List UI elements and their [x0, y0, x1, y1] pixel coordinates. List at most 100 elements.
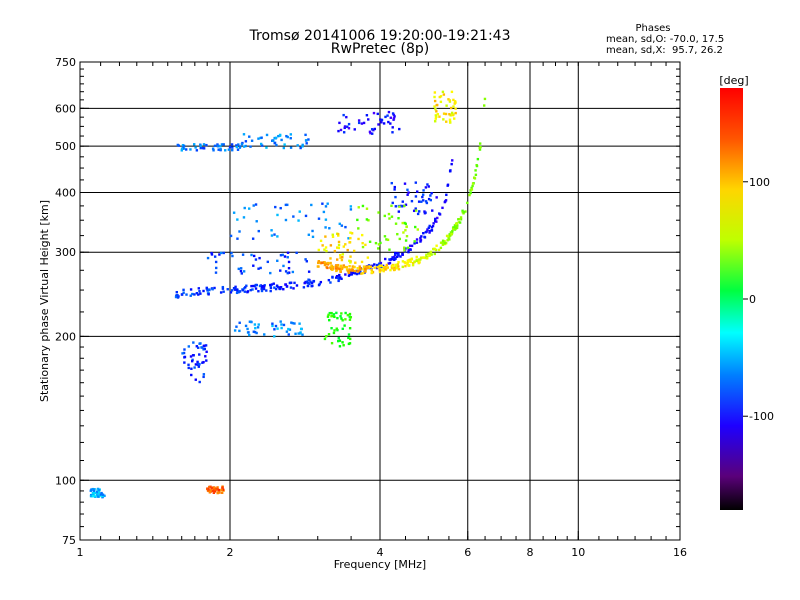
data-point: [290, 321, 293, 324]
data-point: [324, 226, 327, 229]
data-point: [428, 229, 431, 233]
data-point: [328, 311, 331, 315]
data-point: [100, 494, 103, 498]
data-point: [289, 286, 293, 289]
data-point: [350, 232, 354, 235]
data-point: [242, 133, 246, 136]
data-point: [416, 228, 420, 231]
data-point: [321, 244, 324, 247]
data-point: [192, 143, 196, 146]
data-point: [302, 286, 306, 289]
data-point: [227, 148, 231, 151]
data-point: [451, 159, 454, 162]
data-point: [339, 265, 342, 269]
data-point: [257, 290, 260, 293]
x-tick-label: 10: [571, 546, 585, 559]
data-point: [292, 287, 295, 290]
data-point: [336, 328, 339, 332]
data-point: [219, 145, 222, 148]
data-point: [358, 272, 361, 275]
data-point: [345, 265, 348, 269]
data-point: [396, 232, 399, 236]
data-point: [203, 344, 206, 347]
data-point: [394, 253, 397, 257]
data-point: [238, 146, 242, 149]
data-point: [196, 360, 199, 364]
data-point: [210, 253, 214, 256]
data-point: [245, 284, 248, 287]
data-point: [342, 131, 346, 134]
data-point: [219, 291, 223, 294]
data-point: [377, 211, 380, 214]
data-point: [379, 118, 382, 121]
data-point: [412, 261, 415, 265]
data-point: [239, 269, 243, 273]
phases-x-stats: mean, sd,X: 95.7, 26.2: [606, 45, 723, 56]
data-point: [441, 90, 445, 94]
data-point: [326, 261, 330, 265]
data-point: [278, 286, 281, 289]
data-point: [325, 335, 328, 338]
data-point: [358, 265, 361, 268]
data-point: [327, 278, 331, 282]
data-point: [280, 326, 283, 330]
data-point: [385, 238, 388, 241]
data-point: [341, 341, 344, 344]
data-point: [350, 273, 354, 276]
data-point: [199, 292, 202, 295]
data-point: [420, 235, 423, 238]
data-point: [453, 224, 457, 227]
data-point: [234, 285, 237, 289]
data-point: [95, 493, 99, 496]
data-point: [250, 284, 253, 288]
data-point: [461, 209, 464, 213]
data-point: [406, 246, 410, 249]
data-point: [339, 128, 343, 132]
data-point: [424, 211, 427, 214]
data-point: [211, 489, 215, 493]
data-point: [262, 287, 266, 291]
data-point: [357, 121, 361, 125]
data-point: [414, 195, 418, 198]
data-point: [221, 488, 225, 491]
data-point: [202, 348, 205, 351]
data-point: [229, 234, 233, 238]
data-point: [344, 318, 347, 321]
data-point: [364, 243, 367, 247]
data-point: [393, 115, 396, 118]
data-point: [422, 189, 425, 192]
data-point: [195, 345, 199, 348]
data-point: [421, 195, 424, 199]
data-point: [210, 487, 213, 490]
data-point: [294, 332, 297, 335]
data-point: [330, 327, 333, 330]
data-point: [447, 236, 450, 240]
data-point: [415, 255, 418, 259]
data-point: [176, 294, 179, 297]
data-point: [407, 250, 410, 254]
data-point: [377, 243, 381, 246]
grid-lines: [80, 62, 680, 540]
data-point: [333, 249, 337, 253]
data-point: [407, 248, 410, 252]
data-point: [182, 351, 186, 355]
data-point: [402, 231, 405, 234]
data-point: [368, 265, 371, 268]
data-point: [395, 252, 399, 255]
data-point: [273, 328, 276, 331]
data-point: [418, 258, 421, 261]
data-point: [293, 322, 296, 325]
data-point: [394, 205, 398, 208]
data-point: [216, 143, 219, 146]
data-point: [434, 117, 437, 120]
data-point: [393, 188, 396, 191]
data-point: [416, 260, 420, 263]
data-point: [396, 263, 400, 266]
data-point: [424, 256, 427, 260]
data-point: [337, 240, 341, 244]
data-point: [252, 330, 256, 333]
data-point: [207, 293, 210, 296]
data-point: [414, 225, 417, 229]
data-point: [448, 238, 451, 241]
data-point: [420, 200, 423, 203]
